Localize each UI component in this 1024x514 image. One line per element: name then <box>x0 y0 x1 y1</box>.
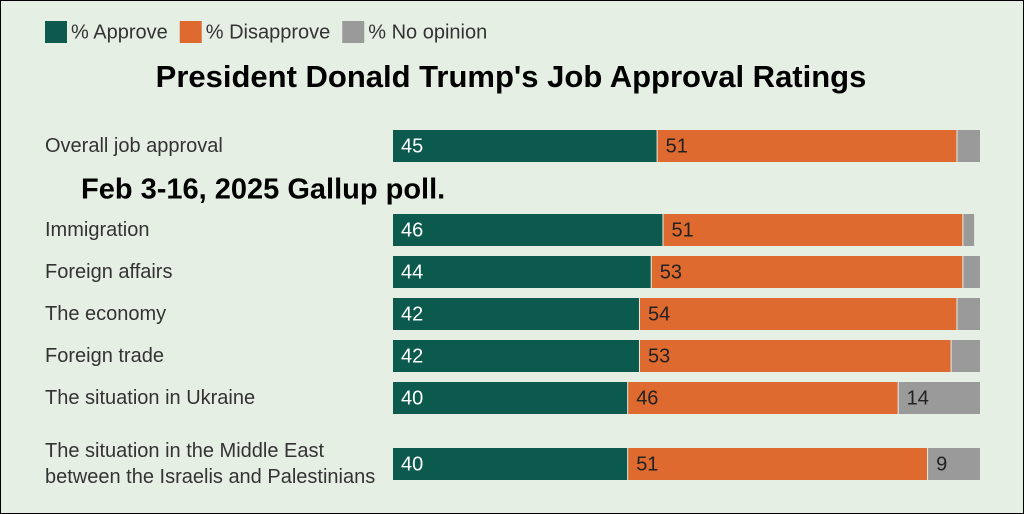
value-label: 53 <box>660 261 682 283</box>
bar-segment <box>957 130 980 162</box>
bar-segment <box>963 214 975 246</box>
bar-segment <box>639 298 957 330</box>
category-label: Overall job approval <box>45 135 223 157</box>
bar-segment <box>393 214 663 246</box>
bar-segment <box>393 298 639 330</box>
bar-segment <box>657 130 957 162</box>
category-label: Foreign trade <box>45 345 164 367</box>
bar-segment <box>393 382 628 414</box>
value-label: 40 <box>401 387 423 409</box>
bar-segment <box>951 340 980 372</box>
value-label: 54 <box>648 303 670 325</box>
bar-segment <box>898 382 980 414</box>
category-label: Foreign affairs <box>45 261 173 283</box>
legend-swatch <box>45 21 67 43</box>
bar-segment <box>628 382 898 414</box>
bar-segment <box>928 448 980 480</box>
value-label: 51 <box>636 453 658 475</box>
value-label: 51 <box>671 219 693 241</box>
bar-segment <box>628 448 928 480</box>
value-label: 46 <box>636 387 658 409</box>
bar-segment <box>963 256 980 288</box>
legend-label: % No opinion <box>368 21 487 43</box>
bar-segment <box>663 214 963 246</box>
bar-segment <box>393 130 657 162</box>
bar-segment <box>957 298 980 330</box>
bar-segment <box>393 448 628 480</box>
category-label: The situation in the Middle East between… <box>45 440 376 488</box>
value-label: 40 <box>401 453 423 475</box>
chart-subtitle: Feb 3-16, 2025 Gallup poll. <box>81 174 445 206</box>
bar-segment <box>393 340 639 372</box>
legend-label: % Disapprove <box>206 21 331 43</box>
value-label: 42 <box>401 303 423 325</box>
value-label: 44 <box>401 261 423 283</box>
chart-title: President Donald Trump's Job Approval Ra… <box>156 59 867 94</box>
legend-swatch <box>342 21 365 43</box>
bar-segment <box>393 256 651 288</box>
bar-segment <box>639 340 951 372</box>
value-label: 45 <box>401 135 423 157</box>
legend-swatch <box>179 21 202 43</box>
category-label: The economy <box>45 303 167 325</box>
value-label: 51 <box>666 135 688 157</box>
category-label: Immigration <box>45 219 150 241</box>
bar-segment <box>651 256 963 288</box>
value-label: 42 <box>401 345 423 367</box>
value-label: 14 <box>907 387 929 409</box>
legend-label: % Approve <box>71 21 168 43</box>
category-label: The situation in Ukraine <box>45 387 256 409</box>
value-label: 46 <box>401 219 423 241</box>
value-label: 53 <box>648 345 670 367</box>
value-label: 9 <box>936 453 947 475</box>
